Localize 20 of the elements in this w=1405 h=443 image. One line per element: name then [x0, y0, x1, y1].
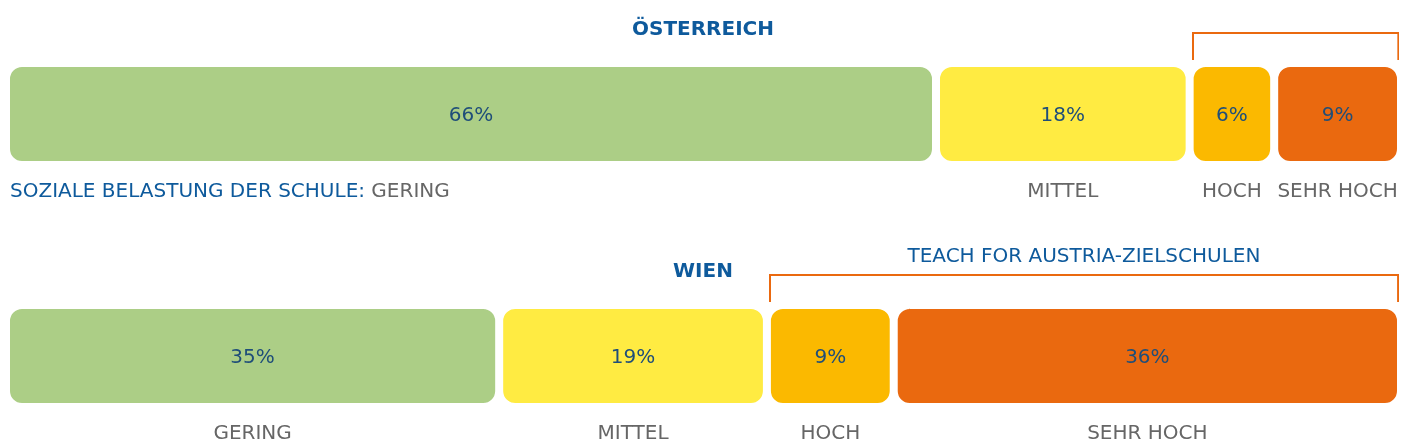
- series-label: HOCH: [800, 420, 861, 443]
- data-label: 66%: [448, 102, 494, 126]
- data-label: 35%: [230, 344, 275, 368]
- series-label: GERING: [371, 178, 450, 202]
- data-label: 9%: [1321, 102, 1354, 126]
- text: MITTEL: [597, 420, 669, 443]
- series-label: SEHR HOCH: [1087, 420, 1208, 443]
- data-label: 36%: [1125, 344, 1170, 368]
- data-label: 9%: [814, 344, 847, 368]
- y-tick-label: WIEN: [673, 258, 733, 282]
- data-label: 6%: [1216, 102, 1248, 126]
- annotation: TEACH FOR AUSTRIA-ZIELSCHULEN: [906, 243, 1261, 267]
- data-label: 18%: [1040, 102, 1086, 126]
- data-label: 19%: [610, 344, 656, 368]
- series-label: MITTEL: [1027, 178, 1100, 202]
- x-axis-title: SOZIALE BELASTUNG DER SCHULE:: [10, 178, 372, 202]
- y-tick-label: ÖSTERREICH: [631, 16, 775, 40]
- text: HOCH: [1202, 178, 1262, 202]
- text: SEHR HOCH: [1277, 178, 1398, 202]
- text: GERING: [213, 420, 292, 443]
